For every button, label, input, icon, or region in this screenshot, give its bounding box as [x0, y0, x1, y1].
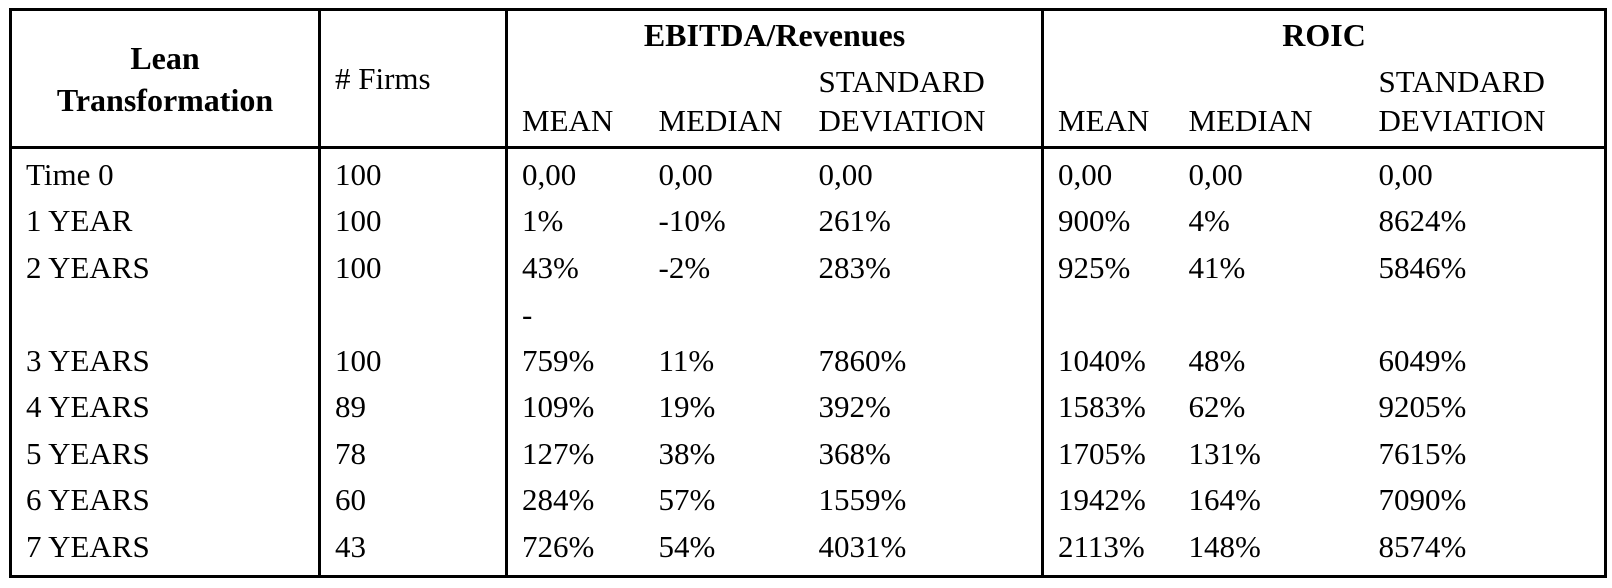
- cell-ebitda-median: 57%: [658, 482, 716, 518]
- cell-roic-std: 5846%: [1378, 249, 1467, 285]
- table-row-7-years: 7 YEARS 43 726% 54% 4031% 2113% 148% 857…: [10, 523, 1606, 577]
- cell-roic-mean: 1583%: [1058, 389, 1146, 425]
- cell-label: 2 YEARS: [10, 244, 321, 291]
- cell-ebitda-median: 0,00: [658, 156, 713, 192]
- col-header-num-firms: # Firms: [319, 9, 508, 148]
- col-header-roic-mean: MEAN: [1058, 103, 1150, 138]
- col-header-roic-std-deviation: STANDARD DEVIATION: [1378, 64, 1546, 138]
- cell-ebitda-median: 11%: [658, 342, 715, 378]
- col-header-roic-median: MEDIAN: [1188, 103, 1313, 138]
- cell-ebitda-median: -10%: [658, 203, 726, 239]
- header-sub-row: MEAN MEDIAN STANDARD DEVIATION MEAN MEDI…: [11, 59, 1606, 148]
- cell-label: 6 YEARS: [10, 476, 321, 524]
- cell-roic-mean: 925%: [1058, 249, 1131, 285]
- cell-roic-mean: 1040%: [1058, 342, 1146, 378]
- cell-label: 5 YEARS: [10, 430, 321, 477]
- cell-ebitda-std: 392%: [804, 383, 1045, 431]
- cell-roic-std: 8624%: [1378, 203, 1467, 239]
- cell-ebitda-std: 4031%: [804, 523, 1045, 577]
- cell-roic-median: 62%: [1188, 389, 1246, 425]
- cell-ebitda-std: 368%: [804, 430, 1045, 477]
- table-body: Time 0 100 0,00 0,00 0,00 0,00 0,00 0,00…: [10, 147, 1606, 577]
- col-header-lean-transformation: Lean Transformation: [10, 9, 321, 148]
- cell-ebitda-median: -2%: [658, 249, 711, 285]
- table-row-5-years: 5 YEARS 78 127% 38% 368% 1705% 131% 7615…: [10, 430, 1606, 477]
- cell-firms: 100: [319, 244, 508, 291]
- cell-roic-std: 8574%: [1378, 529, 1467, 564]
- cell-ebitda-median: 54%: [658, 529, 716, 564]
- cell-roic-std: 6049%: [1378, 342, 1467, 378]
- group-header-roic: ROIC: [1282, 17, 1366, 54]
- cell-ebitda-mean: 0,00: [522, 156, 577, 192]
- cell-firms: 43: [319, 523, 508, 577]
- header-group-row: Lean Transformation # Firms EBITDA/Reven…: [10, 9, 1606, 148]
- lean-transformation-statistics-table: Lean Transformation # Firms EBITDA/Reven…: [9, 8, 1608, 578]
- cell-roic-std: 7615%: [1378, 435, 1467, 471]
- cell-roic-median: 41%: [1188, 249, 1246, 285]
- table-row-6-years: 6 YEARS 60 284% 57% 1559% 1942% 164% 709…: [10, 476, 1606, 524]
- cell-roic-std: 7090%: [1378, 482, 1467, 518]
- cell-ebitda-std: 261%: [804, 197, 1045, 245]
- col-header-ebitda-std-deviation: STANDARD DEVIATION: [804, 59, 1045, 148]
- table-row-3-years: 3 YEARS 100 - 759% 11% 7860% 1040% 48% 6…: [10, 290, 1606, 384]
- col-header-ebitda-median: MEDIAN: [658, 103, 783, 138]
- cell-firms: 78: [319, 430, 508, 477]
- cell-roic-std: 0,00: [1378, 156, 1433, 192]
- cell-ebitda-mean: 284%: [522, 482, 595, 518]
- cell-firms: 60: [319, 476, 508, 524]
- cell-ebitda-mean: 127%: [522, 435, 595, 471]
- cell-ebitda-mean: 109%: [522, 389, 595, 425]
- cell-firms: 100: [319, 197, 508, 245]
- cell-label: 3 YEARS: [10, 290, 321, 384]
- cell-ebitda-std: 1559%: [804, 476, 1045, 524]
- cell-label: Time 0: [10, 147, 321, 198]
- cell-roic-mean: 1705%: [1058, 435, 1146, 471]
- cell-ebitda-std: 0,00: [804, 147, 1045, 198]
- cell-label: 4 YEARS: [10, 383, 321, 431]
- cell-roic-median: 48%: [1188, 342, 1246, 378]
- cell-ebitda-mean: 1%: [522, 203, 564, 239]
- cell-roic-std: 9205%: [1378, 389, 1467, 425]
- cell-ebitda-mean: - 759%: [522, 296, 595, 378]
- cell-label: 7 YEARS: [10, 523, 321, 577]
- table-row-2-years: 2 YEARS 100 43% -2% 283% 925% 41% 5846%: [10, 244, 1606, 291]
- cell-roic-mean: 0,00: [1058, 156, 1113, 192]
- cell-roic-median: 4%: [1188, 203, 1230, 239]
- cell-ebitda-mean: 43%: [522, 249, 579, 285]
- group-header-ebitda-revenues: EBITDA/Revenues: [506, 9, 1045, 60]
- cell-roic-mean: 1942%: [1058, 482, 1146, 518]
- cell-firms: 100: [319, 290, 508, 384]
- cell-ebitda-median: 19%: [658, 389, 716, 425]
- cell-firms: 89: [319, 383, 508, 431]
- cell-ebitda-median: 38%: [658, 435, 716, 471]
- table-header: Lean Transformation # Firms EBITDA/Reven…: [10, 9, 1606, 148]
- cell-roic-median: 0,00: [1188, 156, 1243, 192]
- cell-label: 1 YEAR: [10, 197, 321, 245]
- cell-roic-mean: 2113%: [1058, 529, 1145, 564]
- cell-ebitda-mean: 726%: [522, 529, 595, 564]
- table-row-1-year: 1 YEAR 100 1% -10% 261% 900% 4% 8624%: [10, 197, 1606, 245]
- cell-roic-median: 148%: [1188, 529, 1261, 564]
- cell-ebitda-std: 7860%: [804, 290, 1045, 384]
- cell-roic-mean: 900%: [1058, 203, 1131, 239]
- cell-ebitda-std: 283%: [804, 244, 1045, 291]
- cell-firms: 100: [319, 147, 508, 198]
- cell-roic-median: 131%: [1188, 435, 1261, 471]
- table-row-4-years: 4 YEARS 89 109% 19% 392% 1583% 62% 9205%: [10, 383, 1606, 431]
- table-row-time-0: Time 0 100 0,00 0,00 0,00 0,00 0,00 0,00: [10, 147, 1606, 198]
- cell-roic-median: 164%: [1188, 482, 1261, 518]
- col-header-ebitda-mean: MEAN: [522, 103, 614, 138]
